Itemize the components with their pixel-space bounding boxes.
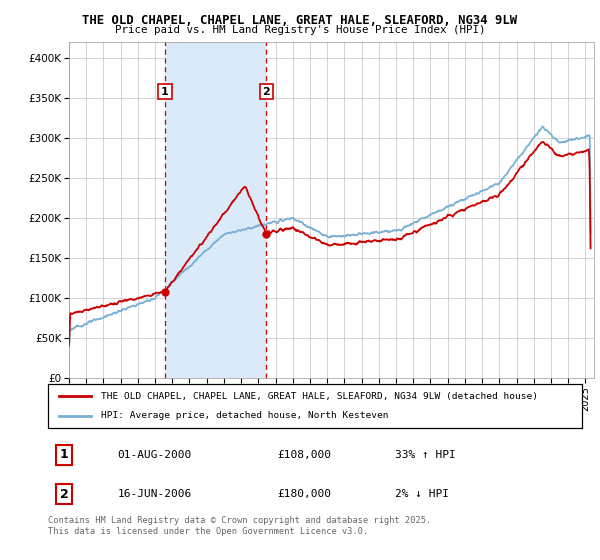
Text: 2: 2 <box>262 87 270 97</box>
Text: 1: 1 <box>59 449 68 461</box>
Text: HPI: Average price, detached house, North Kesteven: HPI: Average price, detached house, Nort… <box>101 412 389 421</box>
Text: £108,000: £108,000 <box>278 450 332 460</box>
Text: THE OLD CHAPEL, CHAPEL LANE, GREAT HALE, SLEAFORD, NG34 9LW: THE OLD CHAPEL, CHAPEL LANE, GREAT HALE,… <box>82 14 518 27</box>
Bar <box>165 42 266 378</box>
Text: £180,000: £180,000 <box>278 489 332 499</box>
Text: THE OLD CHAPEL, CHAPEL LANE, GREAT HALE, SLEAFORD, NG34 9LW (detached house): THE OLD CHAPEL, CHAPEL LANE, GREAT HALE,… <box>101 391 538 400</box>
Text: 01-AUG-2000: 01-AUG-2000 <box>118 450 191 460</box>
Text: Price paid vs. HM Land Registry's House Price Index (HPI): Price paid vs. HM Land Registry's House … <box>115 25 485 35</box>
Text: 1: 1 <box>161 87 169 97</box>
Text: 2: 2 <box>59 488 68 501</box>
Text: 33% ↑ HPI: 33% ↑ HPI <box>395 450 456 460</box>
Text: Contains HM Land Registry data © Crown copyright and database right 2025.
This d: Contains HM Land Registry data © Crown c… <box>48 516 431 536</box>
Text: 2% ↓ HPI: 2% ↓ HPI <box>395 489 449 499</box>
Text: 16-JUN-2006: 16-JUN-2006 <box>118 489 191 499</box>
